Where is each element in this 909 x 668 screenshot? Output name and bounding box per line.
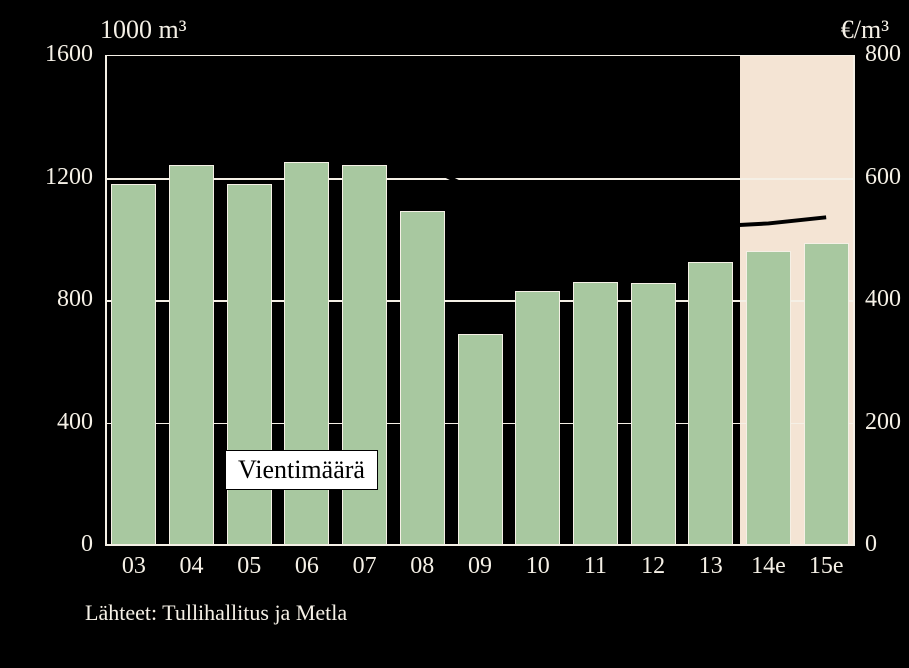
right-tick: 0 bbox=[865, 531, 877, 558]
bar bbox=[111, 184, 156, 545]
chart-container: Yksikköarvo Vientimäärä 040080012001600 … bbox=[0, 0, 909, 668]
bar-legend-label: Vientimäärä bbox=[238, 455, 365, 484]
right-tick: 800 bbox=[865, 41, 901, 68]
bar-legend: Vientimäärä bbox=[225, 450, 378, 490]
bar bbox=[573, 282, 618, 545]
bar bbox=[458, 334, 503, 545]
source-text: Lähteet: Tullihallitus ja Metla bbox=[85, 600, 347, 626]
x-tick: 08 bbox=[393, 553, 451, 580]
x-tick: 09 bbox=[451, 553, 509, 580]
x-tick: 11 bbox=[567, 553, 625, 580]
x-tick: 12 bbox=[624, 553, 682, 580]
x-tick: 04 bbox=[163, 553, 221, 580]
left-tick: 800 bbox=[0, 286, 93, 313]
x-tick: 13 bbox=[682, 553, 740, 580]
x-tick: 15e bbox=[797, 553, 855, 580]
right-tick: 600 bbox=[865, 164, 901, 191]
x-tick: 03 bbox=[105, 553, 163, 580]
right-axis-title: €/m³ bbox=[841, 15, 889, 45]
bar bbox=[631, 283, 676, 545]
right-tick: 400 bbox=[865, 286, 901, 313]
x-tick: 14e bbox=[740, 553, 798, 580]
x-tick: 05 bbox=[220, 553, 278, 580]
left-tick: 0 bbox=[0, 531, 93, 558]
left-axis-title: 1000 m³ bbox=[100, 15, 187, 45]
right-tick: 200 bbox=[865, 409, 901, 436]
left-tick: 400 bbox=[0, 409, 93, 436]
bar bbox=[804, 243, 849, 545]
bar bbox=[688, 262, 733, 545]
x-tick: 10 bbox=[509, 553, 567, 580]
bar bbox=[515, 291, 560, 545]
left-tick: 1200 bbox=[0, 164, 93, 191]
bar bbox=[169, 165, 214, 545]
bar bbox=[400, 211, 445, 545]
line-label: Yksikköarvo bbox=[515, 140, 649, 170]
bar bbox=[227, 184, 272, 545]
x-tick: 07 bbox=[336, 553, 394, 580]
left-tick: 1600 bbox=[0, 41, 93, 68]
x-tick: 06 bbox=[278, 553, 336, 580]
bar bbox=[746, 251, 791, 545]
